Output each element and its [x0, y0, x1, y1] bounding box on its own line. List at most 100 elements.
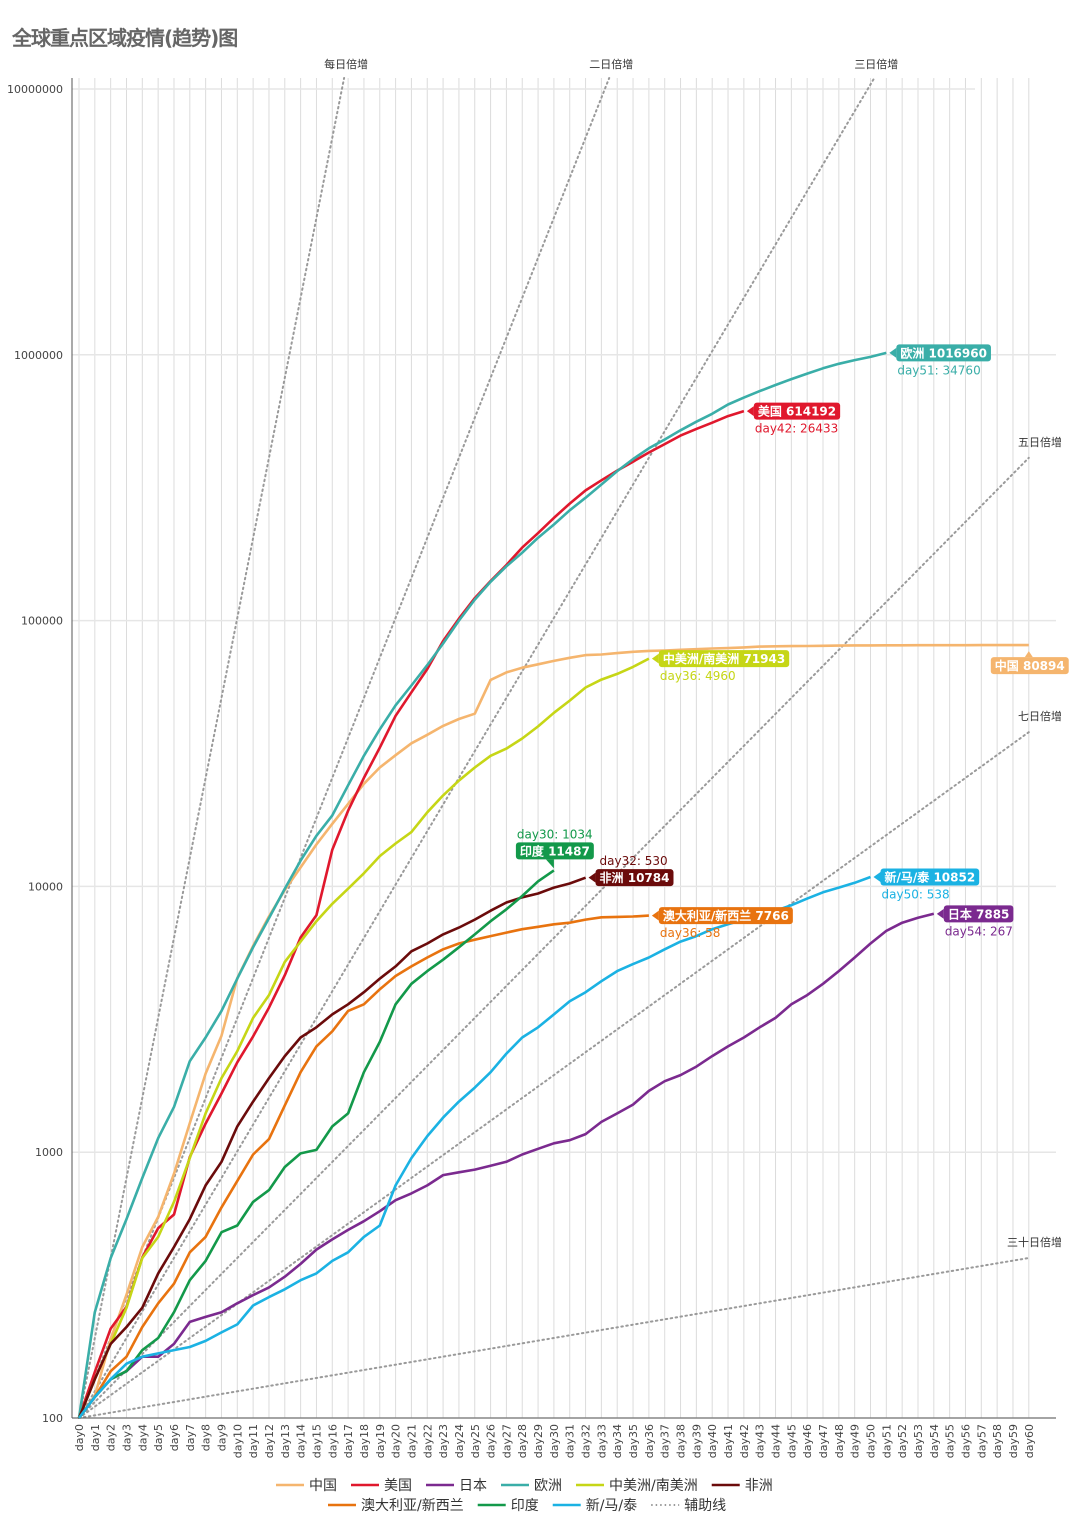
label-subtext: day51: 34760	[897, 363, 980, 377]
x-tick-label: day22	[421, 1424, 434, 1458]
x-tick-label: day53	[912, 1424, 925, 1458]
reference-line	[78, 76, 346, 1419]
y-tick-label: 100	[42, 1412, 63, 1425]
label-subtext: day36: 4960	[660, 669, 736, 683]
x-tick-label: day35	[627, 1424, 640, 1458]
series-end-label: 印度 11487 day30: 1034	[515, 827, 594, 869]
x-tick-label: day38	[675, 1424, 688, 1458]
series-line	[77, 876, 587, 1419]
y-tick-label: 100000	[21, 615, 63, 628]
label-text: 日本 7885	[948, 906, 1010, 921]
legend-label: 澳大利亚/新西兰	[361, 1498, 464, 1514]
series-end-label: 日本 7885 day54: 267	[936, 905, 1014, 938]
x-tick-label: day11	[247, 1424, 260, 1458]
label-box	[658, 907, 793, 925]
legend-item: 日本	[426, 1478, 487, 1494]
y-tick-label: 1000	[35, 1146, 63, 1159]
reference-line-label: 三十日倍增	[1007, 1235, 1062, 1249]
reference-line	[78, 456, 1030, 1419]
label-box	[595, 869, 674, 887]
x-tick-label: day9	[215, 1424, 228, 1451]
reference-line-label: 五日倍增	[1018, 435, 1062, 449]
x-tick-label: day4	[136, 1424, 149, 1451]
legend-label: 非洲	[745, 1478, 773, 1494]
x-tick-label: day13	[279, 1424, 292, 1458]
x-tick-label: day49	[849, 1424, 862, 1458]
x-tick-label: day57	[975, 1424, 988, 1458]
label-pointer	[873, 871, 881, 882]
x-tick-label: day29	[532, 1424, 545, 1458]
x-tick-label: day55	[944, 1424, 957, 1458]
series-line	[77, 869, 555, 1419]
x-tick-label: day51	[880, 1424, 893, 1458]
label-pointer	[651, 653, 659, 664]
series-end-label: 欧洲 1016960 day51: 34760	[889, 344, 991, 377]
legend-item: 印度	[477, 1498, 539, 1514]
label-pointer	[588, 872, 596, 883]
label-text: 澳大利亚/新西兰 7766	[663, 908, 789, 923]
x-tick-label: day50	[865, 1424, 878, 1458]
reference-line-label: 二日倍增	[589, 57, 633, 71]
label-text: 印度 11487	[520, 843, 590, 858]
x-tick-label: day34	[611, 1424, 624, 1458]
label-text: 中美洲/南美洲 71943	[663, 651, 785, 666]
label-subtext: day32: 530	[600, 854, 668, 868]
reference-line-label: 七日倍增	[1018, 709, 1062, 723]
x-tick-label: day37	[659, 1424, 672, 1458]
x-tick-label: day41	[722, 1424, 735, 1458]
x-tick-label: day58	[991, 1424, 1004, 1458]
y-tick-label: 1000000	[14, 349, 63, 362]
label-pointer	[1024, 651, 1033, 658]
legend-item: 辅助线	[651, 1498, 726, 1514]
series-labels: 中国 80894 美国 614192 day42: 26433 日本 7885 day5…	[515, 344, 1069, 940]
x-tick-label: day54	[928, 1424, 941, 1458]
reference-line-label: 三日倍增	[854, 57, 898, 71]
series-line	[77, 657, 650, 1419]
series-end-label: 新/马/泰 10852 day50: 538	[873, 868, 980, 901]
series-end-label: 非洲 10784 day32: 530	[588, 854, 674, 887]
chart-title: 全球重点区域疫情(趋势)图	[12, 26, 238, 50]
y-tick-label: 10000	[28, 880, 63, 893]
x-tick-label: day31	[564, 1424, 577, 1458]
label-subtext: day54: 267	[945, 924, 1013, 938]
label-box	[658, 650, 790, 668]
x-tick-label: day46	[801, 1424, 814, 1458]
x-tick-label: day6	[168, 1424, 181, 1451]
reference-line	[78, 1256, 1030, 1419]
legend-item: 新/马/泰	[552, 1498, 637, 1514]
x-tick-label: day8	[200, 1424, 213, 1451]
x-tick-label: day36	[643, 1424, 656, 1458]
label-text: 美国 614192	[758, 404, 836, 419]
x-tick-label: day39	[690, 1424, 703, 1458]
x-tick-label: day32	[580, 1424, 593, 1458]
legend-item: 欧洲	[501, 1478, 562, 1494]
x-tick-label: day7	[184, 1424, 197, 1451]
x-tick-label: day28	[516, 1424, 529, 1458]
series-lines	[77, 351, 1029, 1419]
reference-line-label: 每日倍增	[324, 57, 368, 71]
x-tick-label: day5	[152, 1424, 165, 1451]
x-tick-label: day25	[469, 1424, 482, 1458]
series-end-label: 中国 80894	[990, 651, 1069, 675]
label-subtext: day30: 1034	[517, 827, 593, 841]
x-tick-label: day21	[405, 1424, 418, 1458]
x-tick-label: day20	[390, 1424, 403, 1458]
x-tick-label: day19	[374, 1424, 387, 1458]
label-subtext: day42: 26433	[755, 422, 838, 436]
x-tick-label: day2	[105, 1424, 118, 1451]
label-box	[990, 657, 1069, 675]
label-pointer	[746, 406, 754, 417]
x-tick-label: day27	[500, 1424, 513, 1458]
grid	[72, 78, 1056, 1419]
x-tick-label: day1	[89, 1424, 102, 1451]
x-tick-label: day43	[754, 1424, 767, 1458]
legend-label: 美国	[384, 1478, 412, 1494]
legend-label: 辅助线	[684, 1498, 726, 1514]
x-tick-label: day56	[959, 1424, 972, 1458]
label-subtext: day36: 58	[660, 926, 720, 940]
label-text: 新/马/泰 10852	[885, 869, 976, 884]
x-tick-label: day0	[73, 1424, 86, 1451]
y-tick-label: 10000000	[7, 83, 63, 96]
